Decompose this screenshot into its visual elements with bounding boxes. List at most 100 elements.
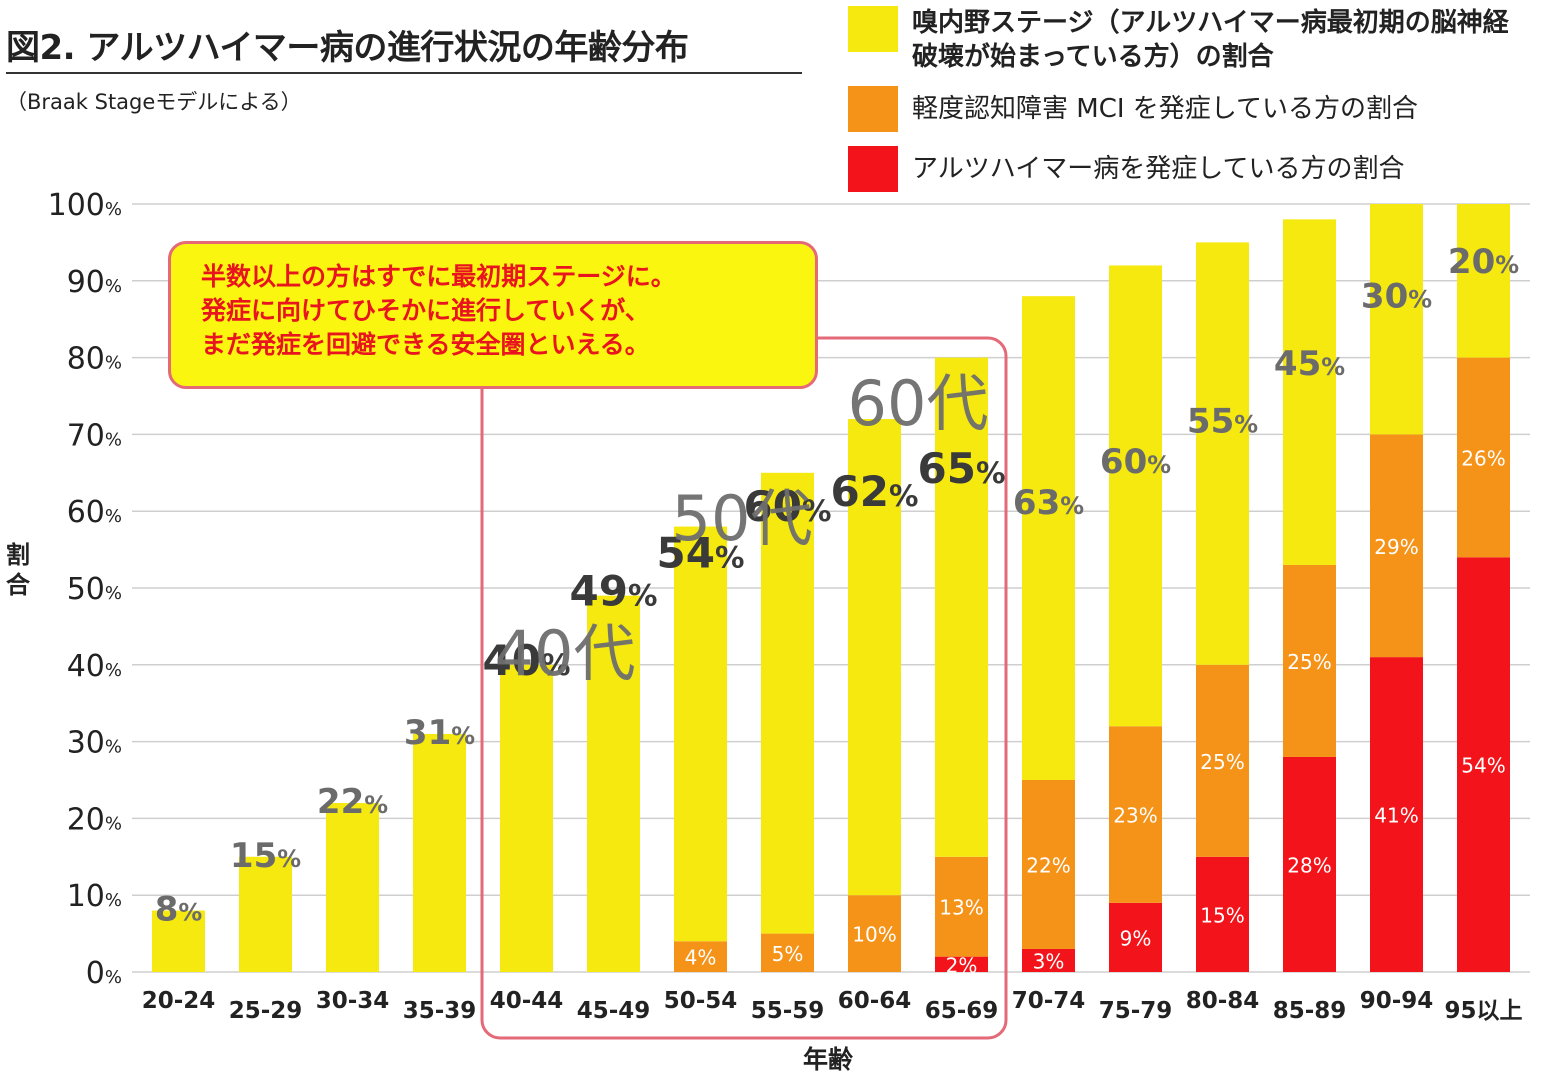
data-label-alzheimers: 3% [1033, 949, 1065, 973]
data-label-alzheimers: 2% [946, 953, 978, 977]
bar-segment-mci [848, 895, 901, 972]
bar-segment-alzheimers [1109, 902, 1162, 972]
bar-segment-entorhinal [152, 910, 205, 972]
x-tick-label: 65-69 [925, 998, 999, 1024]
bar-segment-entorhinal [1283, 219, 1336, 565]
decade-label: 50代 [672, 482, 813, 555]
data-label-entorhinal: 65% [918, 444, 1006, 493]
bar-segment-entorhinal [1196, 242, 1249, 665]
y-axis-label-char: 割合 [4, 540, 32, 600]
y-tick-label: 10% [67, 879, 122, 914]
bar-segment-entorhinal [413, 733, 466, 972]
data-label-entorhinal: 60% [1100, 442, 1171, 482]
bar-segment-mci [1022, 780, 1075, 949]
bar-segment-alzheimers [1370, 657, 1423, 972]
y-axis-label: 割合 [4, 540, 32, 600]
bar-segment-mci [935, 856, 988, 957]
legend-item-mci: 軽度認知障害 MCI を発症している方の割合 [848, 86, 1532, 132]
x-tick-label: 90-94 [1360, 988, 1434, 1014]
x-tick-label: 70-74 [1012, 988, 1086, 1014]
legend-swatch-red [848, 146, 898, 192]
y-axis-label-char: 合 [6, 571, 30, 599]
bar-segment-entorhinal [326, 803, 379, 972]
x-tick-label: 40-44 [490, 988, 564, 1014]
x-tick-label: 80-84 [1186, 988, 1260, 1014]
legend-item-alzheimers: アルツハイマー病を発症している方の割合 [848, 146, 1532, 192]
x-tick-label: 35-39 [403, 998, 477, 1024]
data-label-mci: 26% [1461, 446, 1505, 470]
data-label-mci: 25% [1200, 750, 1244, 774]
bar-segment-alzheimers [1196, 856, 1249, 972]
y-tick-label: 70% [67, 418, 122, 453]
x-tick-label: 85-89 [1273, 998, 1347, 1024]
bar-segment-alzheimers [1457, 557, 1510, 972]
title-underline [6, 72, 802, 74]
data-label-entorhinal: 62% [831, 467, 919, 516]
data-label-entorhinal: 55% [1187, 401, 1258, 441]
bar-segment-mci [1196, 664, 1249, 857]
x-tick-label: 45-49 [577, 998, 651, 1024]
x-tick-label: 75-79 [1099, 998, 1173, 1024]
data-label-entorhinal: 54% [657, 528, 745, 577]
data-label-alzheimers: 41% [1374, 804, 1418, 828]
data-label-mci: 22% [1026, 853, 1070, 877]
x-tick-label: 60-64 [838, 988, 912, 1014]
y-tick-label: 0% [86, 956, 122, 991]
callout-line: 発症に向けてひそかに進行していくが、 [201, 296, 650, 325]
legend-label-mci: 軽度認知障害 MCI を発症している方の割合 [912, 94, 1419, 124]
data-label-mci: 13% [939, 896, 983, 920]
bar-segment-mci [761, 933, 814, 972]
callout-line: まだ発症を回避できる安全圏といえる。 [201, 330, 650, 359]
data-label-entorhinal: 8% [155, 890, 203, 930]
bar-segment-mci [674, 941, 727, 972]
bar-segment-entorhinal [935, 357, 988, 857]
data-label-mci: 25% [1287, 650, 1331, 674]
data-label-mci: 5% [772, 942, 804, 966]
bar-segment-mci [1109, 726, 1162, 903]
data-label-alzheimers: 15% [1200, 903, 1244, 927]
data-label-entorhinal: 60% [744, 482, 832, 531]
data-label-mci: 29% [1374, 535, 1418, 559]
data-label-entorhinal: 40% [483, 636, 571, 685]
y-tick-label: 60% [67, 495, 122, 530]
chart-title: 図2. アルツハイマー病の進行状況の年齢分布 [6, 28, 689, 68]
bar-segment-mci [1283, 564, 1336, 757]
data-label-entorhinal: 49% [570, 567, 658, 616]
callout-box: 半数以上の方はすでに最初期ステージに。 発症に向けてひそかに進行していくが、 ま… [168, 241, 818, 389]
y-tick-label: 90% [67, 265, 122, 300]
callout-line: 半数以上の方はすでに最初期ステージに。 [201, 262, 676, 291]
data-label-mci: 10% [852, 923, 896, 947]
legend-swatch-orange [848, 86, 898, 132]
bar-segment-alzheimers [1022, 948, 1075, 972]
x-tick-label: 50-54 [664, 988, 738, 1014]
data-label-entorhinal: 15% [230, 836, 301, 876]
data-label-entorhinal: 31% [404, 713, 475, 753]
bar-segment-entorhinal [848, 419, 901, 896]
bar-segment-entorhinal [1457, 204, 1510, 358]
x-axis-title: 年齢 [803, 1045, 853, 1074]
data-label-entorhinal: 63% [1013, 483, 1084, 523]
x-tick-label: 55-59 [751, 998, 825, 1024]
bar-segment-mci [1370, 434, 1423, 658]
chart-subtitle: （Braak Stageモデルによる） [6, 90, 302, 114]
data-label-entorhinal: 20% [1448, 242, 1519, 282]
bar-segment-alzheimers [935, 956, 988, 972]
bar-segment-alzheimers [1283, 756, 1336, 972]
data-label-entorhinal: 22% [317, 782, 388, 822]
data-label-alzheimers: 28% [1287, 853, 1331, 877]
data-label-mci: 4% [685, 946, 717, 970]
x-tick-label: 20-24 [142, 988, 216, 1014]
decade-label: 40代 [495, 617, 636, 690]
y-tick-label: 80% [67, 342, 122, 377]
data-label-entorhinal: 45% [1274, 344, 1345, 384]
y-tick-label: 20% [67, 802, 122, 837]
y-tick-label: 40% [67, 649, 122, 684]
bar-segment-entorhinal [587, 595, 640, 972]
x-tick-label: 25-29 [229, 998, 303, 1024]
data-label-entorhinal: 30% [1361, 277, 1432, 317]
x-tick-label: 30-34 [316, 988, 390, 1014]
y-tick-label: 30% [67, 726, 122, 761]
bar-segment-entorhinal [1109, 265, 1162, 727]
bar-segment-mci [1457, 357, 1510, 558]
legend-item-entorhinal: 嗅内野ステージ（アルツハイマー病最初期の脳神経破壊が始まっている方）の割合 [848, 6, 1532, 74]
